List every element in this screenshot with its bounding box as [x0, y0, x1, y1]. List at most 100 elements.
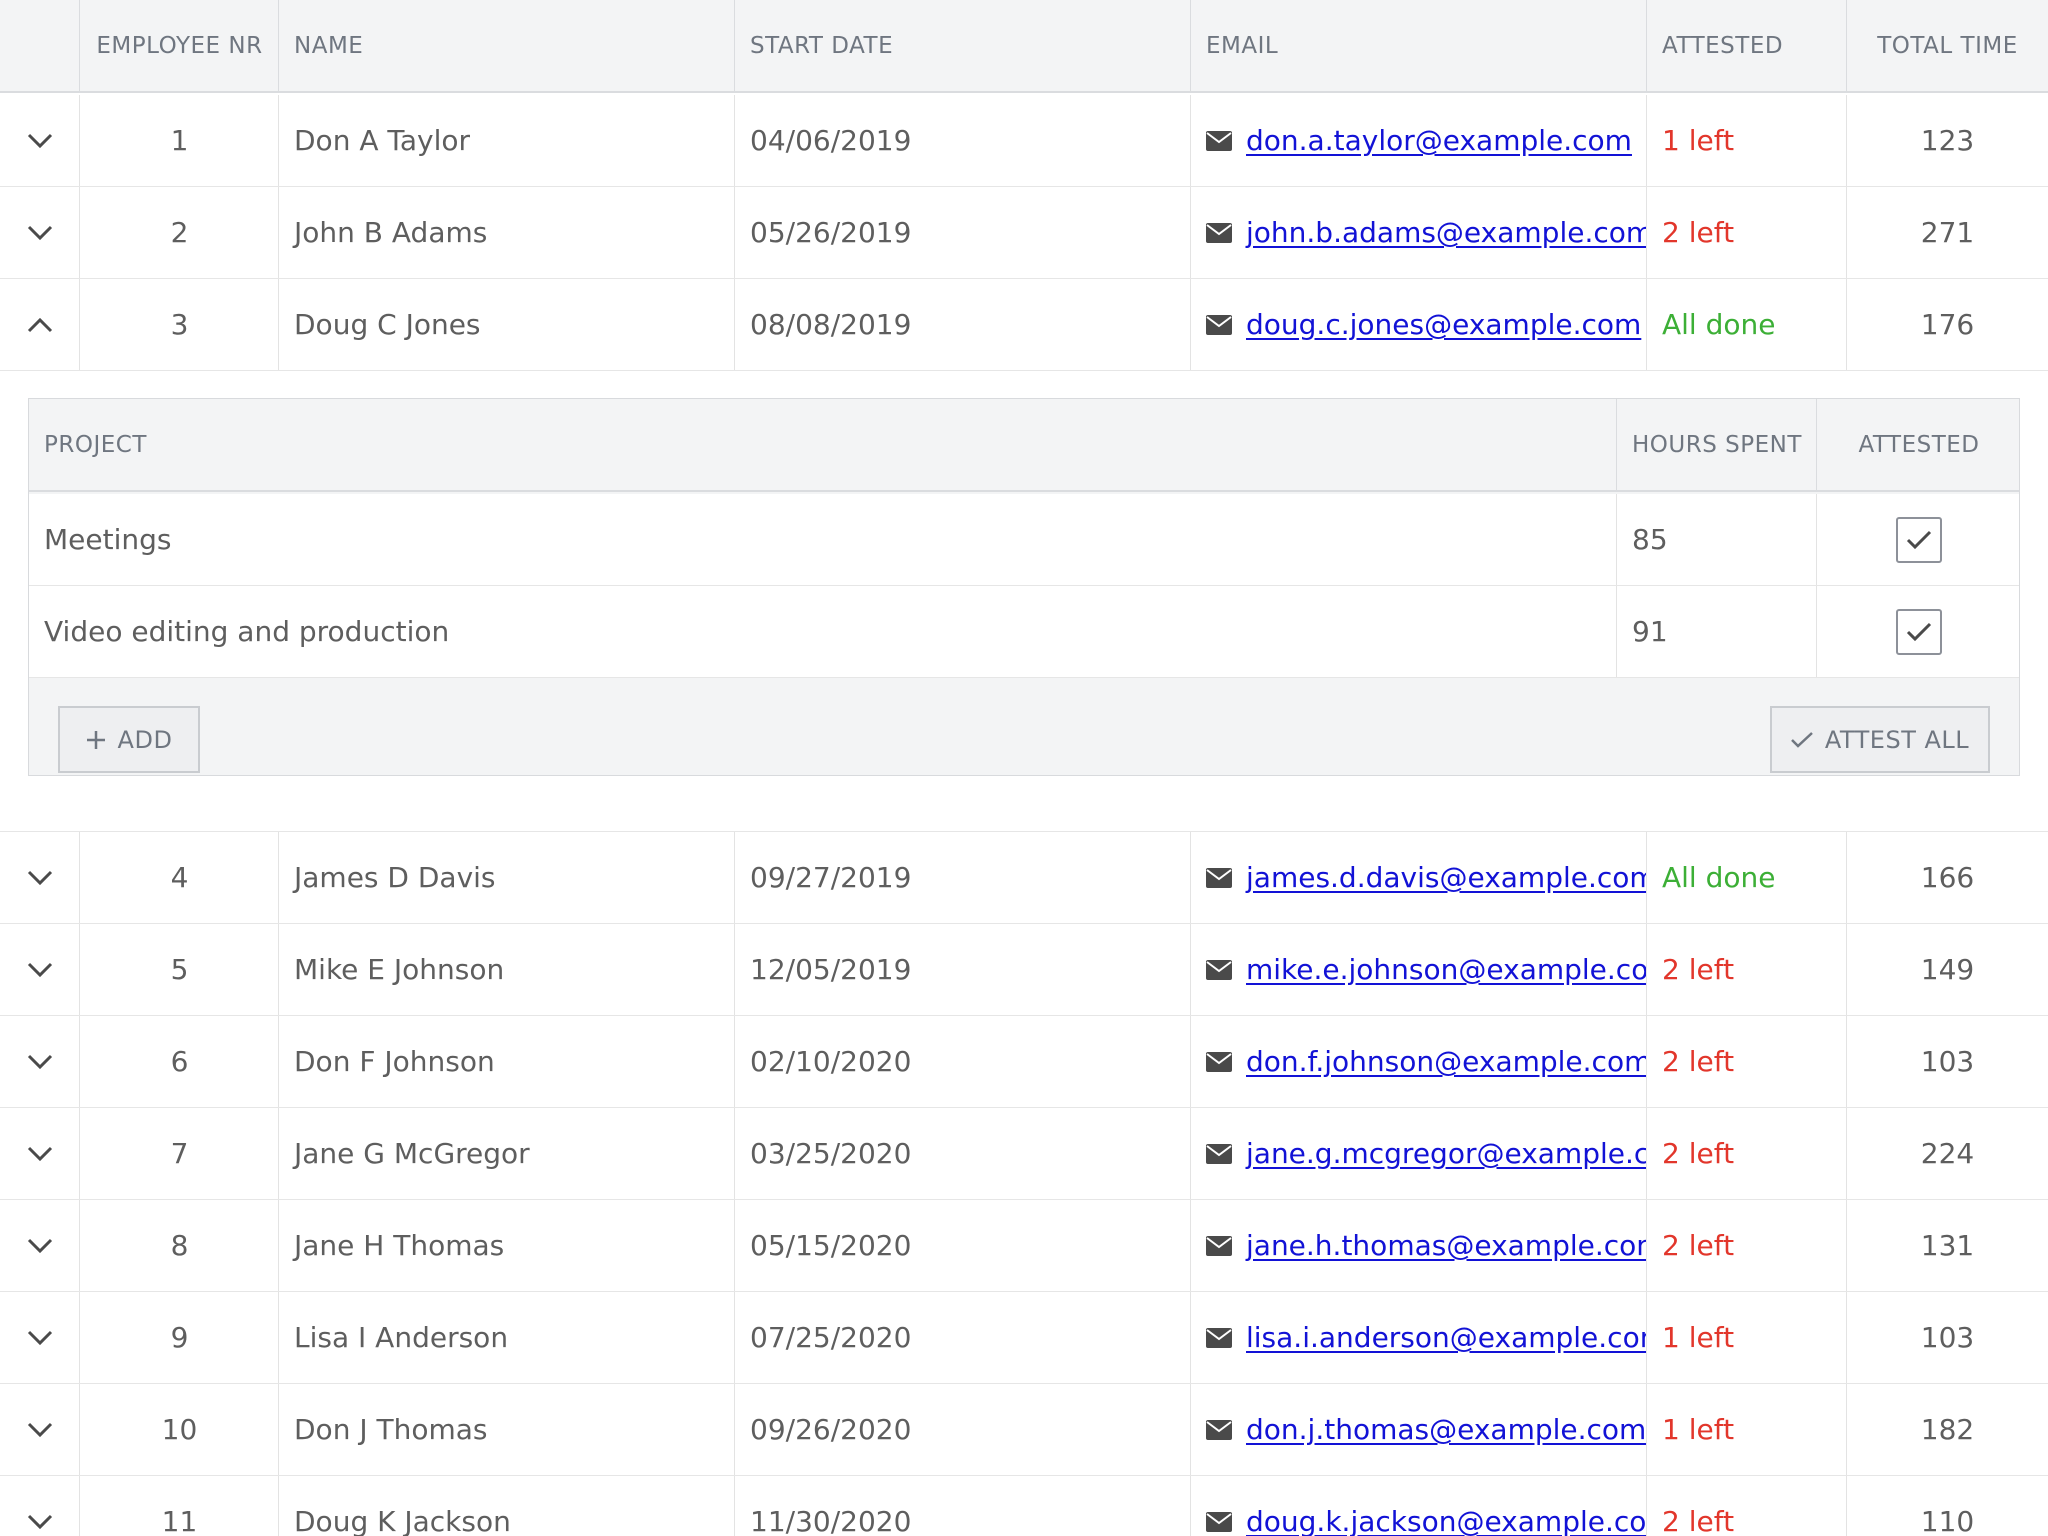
chevron-down-icon: [27, 1146, 53, 1161]
column-divider: [79, 1016, 80, 1107]
column-divider: [1816, 586, 1817, 677]
grid-header: EMPLOYEE NR NAME START DATE EMAIL ATTEST…: [0, 0, 2048, 93]
column-divider: [278, 0, 279, 91]
expand-row-button[interactable]: [20, 1226, 60, 1266]
add-button-label: ADD: [117, 725, 173, 754]
attested-checkbox[interactable]: [1896, 516, 1942, 563]
chevron-down-icon: [27, 870, 53, 885]
employee-row[interactable]: 10 Don J Thomas 09/26/2020 don.j.thomas@exa…: [0, 1384, 2048, 1476]
header-name[interactable]: NAME: [294, 32, 364, 59]
attest-all-button[interactable]: ATTEST ALL: [1770, 706, 1990, 773]
header-total-time[interactable]: TOTAL TIME: [1877, 32, 2018, 59]
chevron-down-icon: [27, 1514, 53, 1529]
total-time-cell: 176: [1920, 308, 1975, 341]
column-divider: [1190, 187, 1191, 278]
attest-all-button-label: ATTEST ALL: [1824, 725, 1970, 754]
column-divider: [1846, 1384, 1847, 1475]
name-cell: John B Adams: [294, 216, 488, 249]
start-date-cell: 05/26/2019: [750, 216, 912, 249]
email-link[interactable]: don.a.taylor@example.com: [1246, 124, 1632, 157]
name-cell: Don J Thomas: [294, 1413, 488, 1446]
attested-checkbox[interactable]: [1896, 608, 1942, 655]
detail-row[interactable]: Meetings 85: [29, 494, 2019, 586]
employee-row[interactable]: 7 Jane G McGregor 03/25/2020 jane.g.mcgrego…: [0, 1108, 2048, 1200]
employee-row[interactable]: 5 Mike E Johnson 12/05/2019 mike.e.johnson@…: [0, 924, 2048, 1016]
detail-header-project[interactable]: PROJECT: [44, 431, 147, 458]
email-cell: don.a.taylor@example.com: [1191, 95, 1647, 186]
column-divider: [1816, 494, 1817, 585]
employee-nr-cell: 1: [170, 124, 189, 157]
expand-row-button[interactable]: [20, 1410, 60, 1450]
chevron-down-icon: [27, 1054, 53, 1069]
total-time-cell: 103: [1920, 1045, 1975, 1078]
header-attested[interactable]: ATTESTED: [1662, 32, 1784, 59]
column-divider: [1646, 279, 1647, 370]
column-divider: [1646, 187, 1647, 278]
expand-row-button[interactable]: [20, 1318, 60, 1358]
employee-row[interactable]: 6 Don F Johnson 02/10/2020 don.f.johnson@ex…: [0, 1016, 2048, 1108]
column-divider: [1190, 1476, 1191, 1536]
expand-row-button[interactable]: [20, 858, 60, 898]
detail-header-attested[interactable]: ATTESTED: [1858, 431, 1980, 458]
expand-row-button[interactable]: [20, 213, 60, 253]
expand-row-button[interactable]: [20, 1134, 60, 1174]
header-employee-nr[interactable]: EMPLOYEE NR: [96, 32, 263, 59]
column-divider: [278, 1200, 279, 1291]
email-link[interactable]: don.f.johnson@example.com: [1246, 1045, 1647, 1078]
email-link[interactable]: don.j.thomas@example.com: [1246, 1413, 1647, 1446]
column-divider: [1646, 95, 1647, 186]
detail-row[interactable]: Video editing and production 91: [29, 586, 2019, 678]
header-start-date[interactable]: START DATE: [750, 32, 894, 59]
column-divider: [1190, 924, 1191, 1015]
total-time-cell: 166: [1920, 861, 1975, 894]
add-button[interactable]: ADD: [58, 706, 200, 773]
employee-row[interactable]: 11 Doug K Jackson 11/30/2020 doug.k.jackson…: [0, 1476, 2048, 1536]
name-cell: Doug K Jackson: [294, 1505, 511, 1536]
email-link[interactable]: james.d.davis@example.com: [1246, 861, 1647, 894]
email-link[interactable]: doug.c.jones@example.com: [1246, 308, 1642, 341]
detail-header-hours-spent[interactable]: HOURS SPENT: [1632, 431, 1802, 458]
detail-project-cell: Meetings: [44, 523, 172, 556]
email-link[interactable]: john.b.adams@example.com: [1246, 216, 1647, 249]
employee-row[interactable]: 2 John B Adams 05/26/2019 john.b.adams@exam…: [0, 187, 2048, 279]
envelope-icon: [1206, 1051, 1232, 1072]
header-email[interactable]: EMAIL: [1206, 32, 1279, 59]
collapse-row-button[interactable]: [20, 305, 60, 345]
email-link[interactable]: jane.g.mcgregor@example.com: [1246, 1137, 1647, 1170]
expand-row-button[interactable]: [20, 950, 60, 990]
column-divider: [79, 832, 80, 923]
email-cell: don.f.johnson@example.com: [1191, 1016, 1647, 1107]
detail-hours-cell: 85: [1632, 523, 1668, 556]
column-divider: [1190, 1016, 1191, 1107]
column-divider: [1190, 279, 1191, 370]
expand-row-button[interactable]: [20, 1502, 60, 1536]
plus-icon: [86, 730, 105, 749]
email-cell: don.j.thomas@example.com: [1191, 1384, 1647, 1475]
email-cell: doug.k.jackson@example.com: [1191, 1476, 1647, 1536]
email-link[interactable]: jane.h.thomas@example.com: [1246, 1229, 1647, 1262]
expand-row-button[interactable]: [20, 1042, 60, 1082]
employee-row[interactable]: 9 Lisa I Anderson 07/25/2020 lisa.i.anderso…: [0, 1292, 2048, 1384]
column-divider: [1616, 494, 1617, 585]
name-cell: James D Davis: [294, 861, 496, 894]
column-divider: [79, 1384, 80, 1475]
employee-row[interactable]: 1 Don A Taylor 04/06/2019 don.a.taylor@exam…: [0, 95, 2048, 187]
email-link[interactable]: lisa.i.anderson@example.com: [1246, 1321, 1647, 1354]
employee-nr-cell: 2: [170, 216, 189, 249]
employee-row[interactable]: 8 Jane H Thomas 05/15/2020 jane.h.thomas@ex…: [0, 1200, 2048, 1292]
attested-status-cell: 2 left: [1662, 1137, 1735, 1170]
expander-cell: [0, 95, 80, 186]
expand-row-button[interactable]: [20, 121, 60, 161]
column-divider: [734, 0, 735, 91]
email-link[interactable]: doug.k.jackson@example.com: [1246, 1505, 1647, 1536]
start-date-cell: 11/30/2020: [750, 1505, 912, 1536]
employee-row[interactable]: 3 Doug C Jones 08/08/2019 doug.c.jones@exam…: [0, 279, 2048, 371]
employee-row[interactable]: 4 James D Davis 09/27/2019 james.d.davis@ex…: [0, 832, 2048, 924]
employee-nr-cell: 5: [170, 953, 189, 986]
column-divider: [278, 1108, 279, 1199]
expander-cell: [0, 1384, 80, 1475]
column-divider: [79, 1476, 80, 1536]
email-link[interactable]: mike.e.johnson@example.com: [1246, 953, 1647, 986]
column-divider: [734, 1384, 735, 1475]
column-divider: [1646, 1200, 1647, 1291]
